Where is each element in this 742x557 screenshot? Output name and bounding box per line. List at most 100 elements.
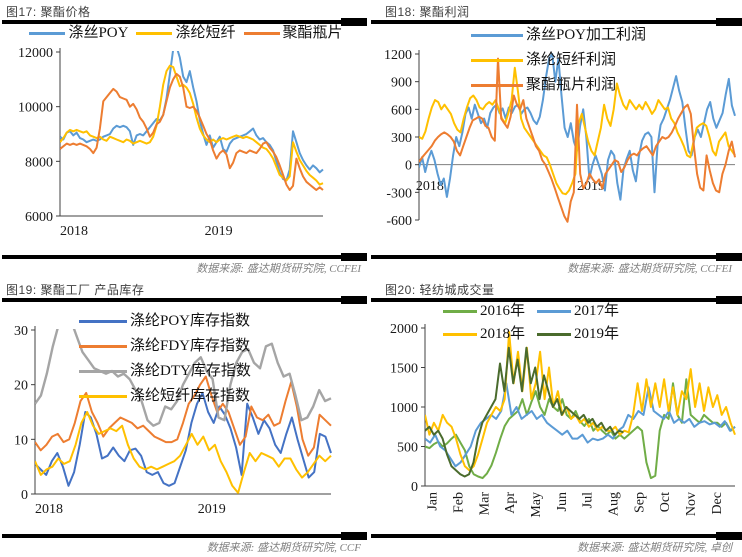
title-rule: [2, 296, 367, 304]
bottom-rule: [2, 532, 367, 540]
legend-item: 涤纶短纤库存指数: [79, 389, 251, 404]
legend-swatch: [29, 32, 66, 35]
legend-swatch: [537, 333, 572, 336]
series-line-2019年: [425, 346, 624, 478]
legend-item: 涤纶DTY库存指数: [79, 364, 251, 379]
legend-swatch: [79, 345, 127, 348]
legend-item: 涤纶POY库存指数: [79, 314, 251, 329]
legend-swatch: [443, 333, 477, 336]
y-tick-label: 30: [14, 324, 28, 339]
fig17-chart: 6000 8000 10000 12000 2018 2019 涤丝POY 涤纶短纤 聚酯瓶片: [5, 24, 367, 246]
y-tick-label: 6000: [25, 210, 53, 225]
x-month-label: Jan: [426, 492, 441, 511]
y-tick-label: 10000: [18, 101, 53, 116]
legend-item: 聚酯瓶片利润: [471, 78, 646, 93]
x-month-label: Mar: [477, 492, 492, 516]
series-line-涤丝POY: [60, 51, 324, 182]
fig17-legend: 涤丝POY 涤纶短纤 聚酯瓶片: [5, 26, 367, 41]
chart-panel-fig20: 图20: 轻纺城成交量 0 500 1000 1500 2000 Jan Feb Mar Apr…: [371, 278, 742, 557]
legend-item: 2016年: [443, 304, 525, 319]
fig18-chart: -600 -300 0 300 600 900 1200 2018 2019 涤丝POY加工利润涤…: [379, 24, 740, 246]
legend-label: 涤丝POY: [68, 25, 129, 41]
x-month-label: Dec: [710, 492, 725, 515]
legend-item: 2019年: [537, 327, 619, 342]
bottom-rule: [371, 532, 742, 540]
rule-end-cap: [341, 18, 367, 26]
series-line-涤纶短纤: [60, 64, 324, 186]
y-tick-label: -600: [386, 214, 412, 229]
x-month-label: Jul: [581, 492, 596, 508]
legend-label: 涤纶POY库存指数: [130, 313, 251, 329]
legend-swatch: [79, 370, 127, 373]
figure-title-fig20: 图20: 轻纺城成交量: [385, 283, 495, 297]
legend-item: 涤丝POY: [29, 26, 128, 41]
legend-label: 涤丝POY加工利润: [526, 27, 647, 43]
data-source-fig18: 数据来源: 盛达期货研究院, CCFEI: [567, 263, 732, 275]
x-axis-label: 2019: [198, 502, 226, 517]
rule-end-cap: [716, 532, 742, 540]
bottom-rule: [2, 253, 367, 261]
data-source-fig19: 数据来源: 盛达期货研究院, CCF: [206, 542, 361, 554]
y-tick-label: 12000: [18, 46, 53, 61]
data-source-fig17: 数据来源: 盛达期货研究院, CCFEI: [196, 263, 361, 275]
series-line-2017年: [425, 382, 736, 468]
series-line-聚酯瓶片利润: [419, 57, 736, 223]
legend-label: 2017年: [574, 303, 620, 319]
legend-swatch: [443, 310, 477, 313]
legend-swatch: [471, 84, 523, 87]
legend-swatch: [79, 320, 127, 323]
legend-swatch: [537, 310, 572, 313]
x-month-label: Sep: [632, 492, 647, 513]
legend-item: 涤丝POY加工利润: [471, 28, 646, 43]
legend-label: 涤纶短纤利润: [526, 52, 617, 68]
legend-label: 涤纶DTY库存指数: [130, 363, 251, 379]
x-axis-label: 2018: [35, 502, 63, 517]
rule-end-cap: [341, 253, 367, 261]
title-rule: [371, 18, 742, 26]
rule-end-cap: [716, 18, 742, 26]
x-month-label: Nov: [684, 492, 699, 516]
x-month-label: Feb: [451, 492, 466, 513]
fig18-legend: 涤丝POY加工利润 涤纶短纤利润 聚酯瓶片利润: [471, 28, 646, 93]
figure-title-fig18: 图18: 聚酯利润: [385, 5, 470, 19]
legend-label: 2019年: [574, 326, 620, 342]
legend-label: 2016年: [480, 303, 526, 319]
legend-swatch: [471, 59, 523, 62]
data-source-fig20: 数据来源: 盛达期货研究院, 卓创: [577, 542, 732, 554]
figure-title-fig19: 图19: 聚酯工厂 产品库存: [6, 283, 145, 297]
title-rule: [2, 18, 367, 26]
legend-label: 2018年: [480, 326, 526, 342]
fig19-legend: 涤纶POY库存指数 涤纶FDY库存指数 涤纶DTY库存指数涤纶短纤库存指数: [79, 314, 251, 404]
legend-label: 涤纶FDY库存指数: [130, 338, 251, 354]
legend-label: 聚酯瓶片利润: [526, 77, 617, 93]
y-tick-label: 0: [411, 480, 418, 495]
y-tick-label: 1000: [390, 401, 418, 416]
y-tick-label: 300: [391, 131, 412, 146]
legend-label: 聚酯瓶片: [282, 25, 343, 41]
fig20-chart: 0 500 1000 1500 2000 Jan Feb Mar Apr May Jun Jul Aug…: [379, 302, 740, 524]
x-axis-label: 2019: [577, 179, 605, 194]
rule-end-cap: [341, 296, 367, 304]
series-line-涤纶短纤库存指数: [35, 411, 332, 494]
legend-item: 涤纶短纤利润: [471, 53, 646, 68]
x-month-label: Apr: [503, 492, 518, 514]
y-tick-label: -300: [386, 186, 412, 201]
chart-panel-fig19: 图19: 聚酯工厂 产品库存 0 10 20 30 2018 2019 涤纶POY库存指数涤…: [0, 278, 371, 557]
series-line-聚酯瓶片: [60, 72, 324, 191]
fig20-legend: 2016年 2017年 2018年 2019年: [443, 304, 619, 342]
x-month-label: Aug: [606, 492, 621, 516]
legend-item: 2017年: [537, 304, 619, 319]
legend-item: 2018年: [443, 327, 525, 342]
rule-end-cap: [716, 253, 742, 261]
fig19-plot: 0 10 20 30 2018 2019: [14, 324, 332, 517]
series-line-涤纶DTY库存指数: [35, 329, 332, 427]
x-month-label: Oct: [658, 492, 673, 512]
series-line-涤纶短纤利润: [419, 66, 736, 196]
figure-title-fig17: 图17: 聚酯价格: [6, 5, 91, 19]
y-tick-label: 20: [14, 379, 28, 394]
series-line-2016年: [425, 378, 736, 480]
y-tick-label: 0: [405, 159, 412, 174]
x-month-label: May: [529, 492, 544, 518]
bottom-rule: [371, 253, 742, 261]
